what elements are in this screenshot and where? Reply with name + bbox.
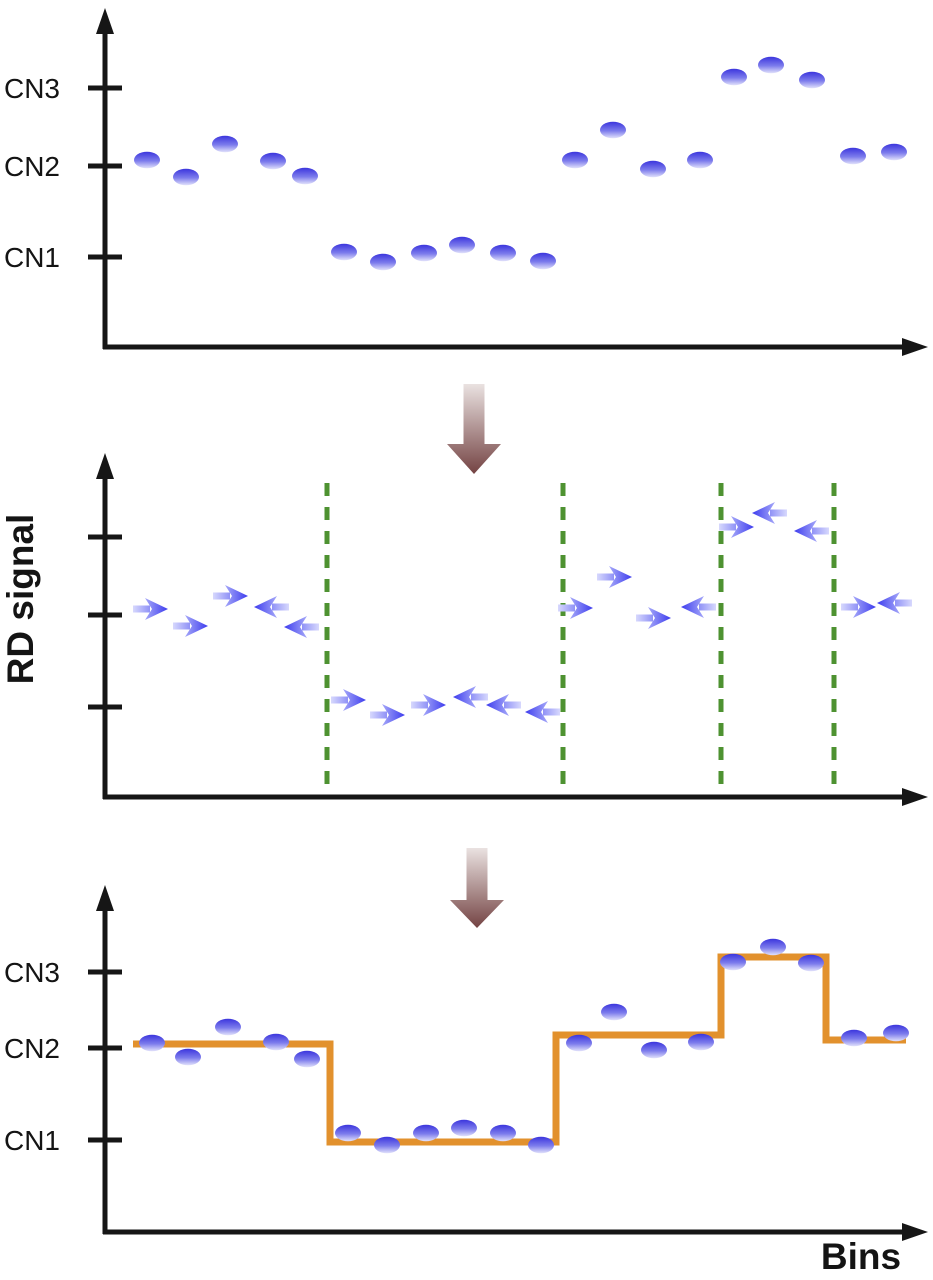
merge-arrow-left-icon: [525, 701, 560, 723]
merge-arrow-right-icon: [597, 566, 632, 588]
rd-dot: [413, 1124, 439, 1142]
flow-down-arrow-icon: [447, 384, 501, 474]
rd-dot: [799, 71, 825, 89]
rd-dot: [134, 151, 160, 169]
merge-arrow-left-icon: [453, 686, 488, 708]
merge-arrow-left-icon: [284, 616, 319, 638]
top-panel-tick-label: CN2: [4, 151, 60, 182]
rd-dot: [840, 147, 866, 165]
rd-dot: [883, 1024, 909, 1042]
top-panel-tick-label: CN3: [4, 73, 60, 104]
rd-dot: [139, 1034, 165, 1052]
flow-down-arrow-icon: [450, 848, 504, 928]
rd-dot: [721, 68, 747, 86]
rd-dot: [566, 1034, 592, 1052]
top-panel-x-axis-arrowhead-icon: [902, 338, 928, 356]
rd-dot: [490, 244, 516, 262]
rd-dot: [720, 953, 746, 971]
merge-arrow-right-icon: [173, 615, 208, 637]
rd-dot: [798, 954, 824, 972]
rd-dot: [370, 253, 396, 271]
rd-dot: [294, 1050, 320, 1068]
rd-dot: [335, 1124, 361, 1142]
rd-dot: [640, 160, 666, 178]
cnv-step-line: [133, 953, 906, 1146]
merge-arrow-left-icon: [794, 520, 829, 542]
merge-arrow-right-icon: [213, 585, 248, 607]
bottom-panel-x-axis-arrowhead-icon: [902, 1223, 928, 1241]
rd-dot: [449, 236, 475, 254]
merge-arrow-left-icon: [681, 596, 716, 618]
rd-dot: [641, 1041, 667, 1059]
merge-arrow-right-icon: [841, 596, 876, 618]
merge-arrow-right-icon: [133, 598, 168, 620]
rd-dot: [881, 143, 907, 161]
merge-arrow-right-icon: [411, 694, 446, 716]
bottom-panel-tick-label: CN3: [4, 957, 60, 988]
rd-dot: [175, 1048, 201, 1066]
rd-dot: [374, 1136, 400, 1154]
rd-dot: [758, 56, 784, 74]
rd-dot: [601, 1003, 627, 1021]
bottom-panel-tick-label: CN1: [4, 1125, 60, 1156]
middle-panel-y-axis-arrowhead-icon: [96, 453, 114, 479]
merge-arrow-right-icon: [636, 607, 671, 629]
merge-arrow-left-icon: [486, 694, 521, 716]
rd-dot: [600, 121, 626, 139]
rd-dot: [292, 167, 318, 185]
rd-dot: [263, 1033, 289, 1051]
x-axis-label-bins: Bins: [820, 1236, 902, 1277]
rd-dot: [260, 152, 286, 170]
rd-dot: [760, 938, 786, 956]
rd-dot: [687, 151, 713, 169]
merge-arrow-right-icon: [370, 704, 405, 726]
bottom-panel-tick-label: CN2: [4, 1033, 60, 1064]
merge-arrow-left-icon: [877, 592, 912, 614]
rd-dot: [215, 1018, 241, 1036]
top-panel-y-axis-arrowhead-icon: [96, 8, 114, 34]
bottom-panel-y-axis-arrowhead-icon: [96, 885, 114, 911]
rd-dot: [688, 1033, 714, 1051]
rd-dot: [562, 151, 588, 169]
middle-panel-x-axis-arrowhead-icon: [902, 788, 928, 806]
merge-arrow-left-icon: [254, 596, 289, 618]
rd-dot: [490, 1124, 516, 1142]
rd-dot: [331, 243, 357, 261]
merge-arrow-right-icon: [331, 689, 366, 711]
rd-dot: [841, 1029, 867, 1047]
top-panel-tick-label: CN1: [4, 242, 60, 273]
y-axis-label-rd-signal: RD signal: [0, 513, 41, 685]
rd-dot: [528, 1136, 554, 1154]
rd-dot: [451, 1119, 477, 1137]
rd-dot: [411, 244, 437, 262]
rd-dot: [212, 135, 238, 153]
rd-dot: [530, 252, 556, 270]
rd-dot: [173, 168, 199, 186]
merge-arrow-right-icon: [719, 516, 754, 538]
merge-arrow-left-icon: [752, 502, 787, 524]
